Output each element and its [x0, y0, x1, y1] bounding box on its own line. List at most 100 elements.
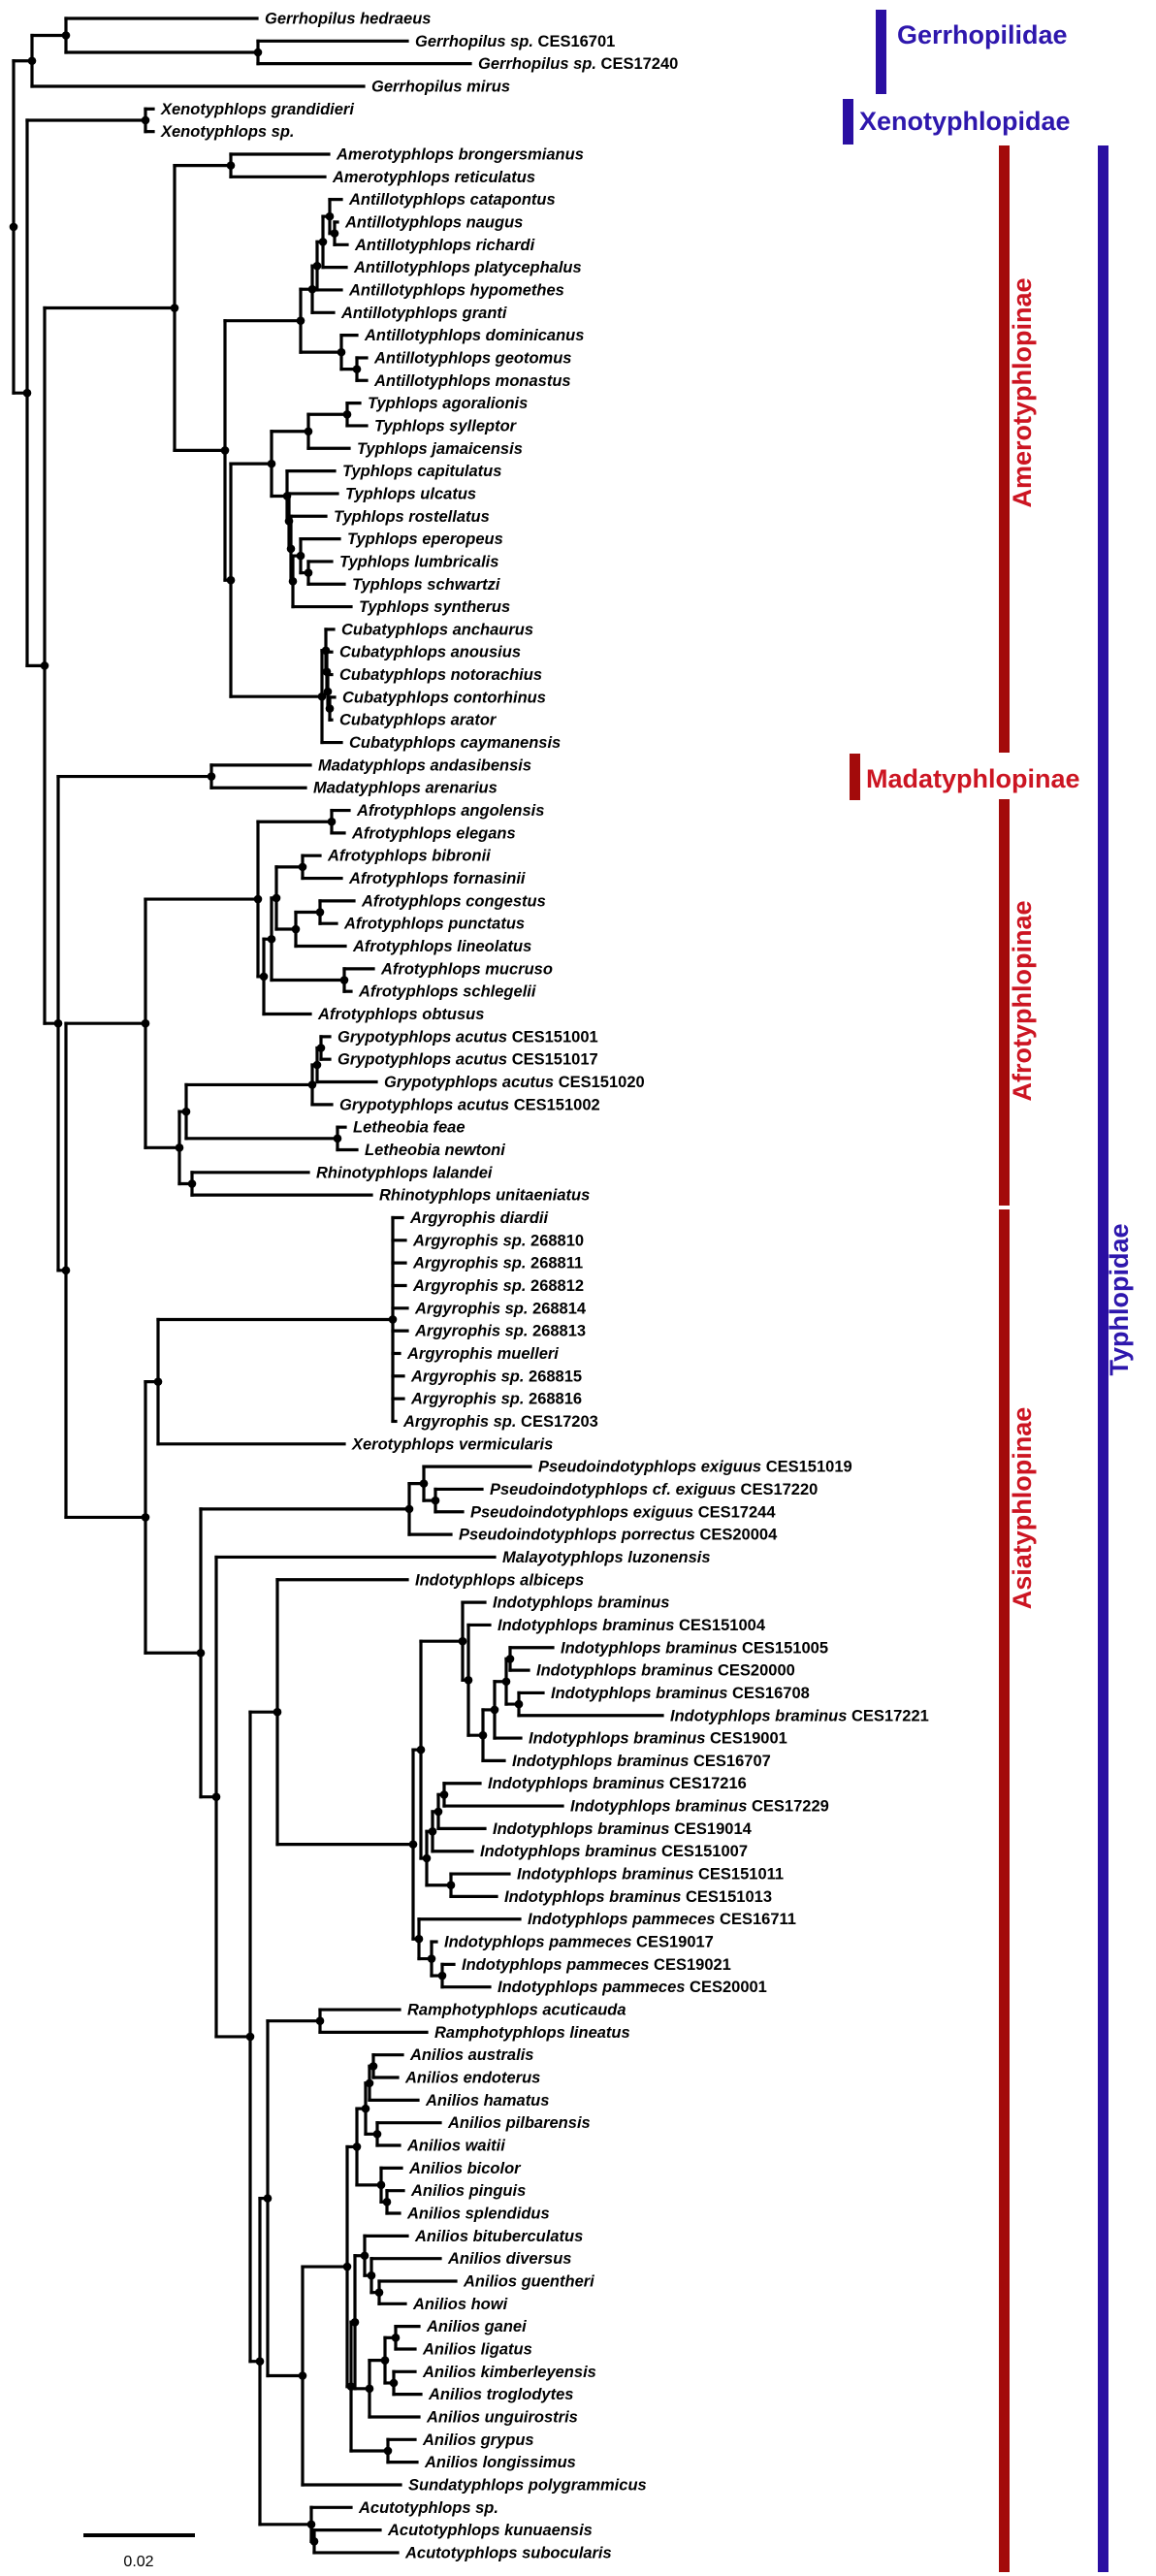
support-node-dot	[181, 1107, 191, 1116]
node-dots	[9, 31, 524, 2546]
taxon-label: Afrotyphlops angolensis	[356, 802, 544, 820]
support-node-dot	[296, 551, 305, 561]
clade-bar-xenotyphlopidae	[843, 99, 853, 145]
support-node-dot	[389, 2378, 399, 2388]
support-node-dot	[327, 817, 337, 826]
taxon-label: Indotyphlops braminus CES151005	[561, 1639, 828, 1657]
support-node-dot	[431, 1496, 440, 1505]
taxon-label: Indotyphlops braminus CES17216	[488, 1775, 747, 1792]
support-node-dot	[298, 862, 307, 872]
support-node-dot	[464, 1675, 473, 1685]
taxon-label: Indotyphlops braminus CES151011	[517, 1866, 784, 1884]
support-node-dot	[315, 2016, 325, 2026]
taxon-label: Anilios kimberleyensis	[422, 2364, 596, 2381]
clade-label-madatyphlopinae: Madatyphlopinae	[866, 764, 1080, 793]
support-node-dot	[315, 908, 325, 917]
support-node-dot	[245, 2032, 255, 2042]
support-node-dot	[422, 1853, 432, 1863]
support-node-dot	[380, 2356, 390, 2365]
support-node-dot	[490, 1705, 499, 1715]
taxon-label: Typhlops ulcatus	[345, 485, 476, 502]
support-node-dot	[259, 972, 269, 982]
support-node-dot	[267, 459, 276, 468]
taxon-label: Indotyphlops braminus CES20000	[536, 1662, 795, 1680]
taxon-label: Grypotyphlops acutus CES151002	[339, 1096, 600, 1113]
support-node-dot	[342, 2262, 352, 2271]
clade-bar-madatyphlopinae	[850, 754, 860, 800]
taxon-label: Antillotyphlops richardi	[354, 237, 535, 254]
support-node-dot	[325, 704, 335, 713]
taxon-label: Cubatyphlops anchaurus	[341, 621, 533, 638]
clade-bar-gerrhopilidae	[876, 10, 886, 94]
taxon-label: Anilios bituberculatus	[414, 2228, 583, 2245]
taxon-label: Typhlops lumbricalis	[339, 553, 498, 570]
clade-bar-amerotyphlopinae	[999, 145, 1010, 753]
support-node-dot	[211, 1792, 221, 1801]
support-node-dot	[27, 56, 37, 66]
taxon-label: Argyrophis sp. 268815	[410, 1368, 582, 1385]
support-node-dot	[304, 427, 313, 436]
taxon-label: Antillotyphlops platycephalus	[353, 259, 582, 276]
taxon-label: Anilios guentheri	[463, 2273, 594, 2291]
taxon-label: Argyrophis diardii	[409, 1209, 549, 1227]
support-node-dot	[226, 161, 236, 170]
support-node-dot	[153, 1377, 163, 1386]
taxon-label: Rhinotyphlops lalandei	[316, 1164, 493, 1181]
taxon-label: Indotyphlops pammeces CES19021	[462, 1956, 731, 1974]
clade-bar-afrotyphlopinae	[999, 799, 1010, 1206]
support-node-dot	[284, 517, 294, 526]
support-node-dot	[317, 692, 327, 701]
taxon-label: Argyrophis sp. 268814	[414, 1300, 587, 1317]
support-node-dot	[414, 1934, 424, 1944]
support-node-dot	[346, 2382, 356, 2391]
taxon-label: Pseudoindotyphlops exiguus CES17244	[470, 1503, 776, 1521]
support-node-dot	[53, 1018, 63, 1028]
support-node-dot	[339, 976, 349, 984]
support-node-dot	[374, 2288, 384, 2297]
taxon-label: Acutotyphlops subocularis	[404, 2544, 612, 2561]
taxon-label: Anilios howi	[412, 2296, 508, 2313]
taxon-label: Ramphotyphlops acuticauda	[407, 2002, 626, 2019]
taxon-label: Indotyphlops braminus CES19001	[529, 1730, 787, 1748]
taxon-label: Argyrophis sp. 268813	[414, 1323, 586, 1340]
taxon-label: Anilios unguirostris	[426, 2408, 578, 2426]
support-node-dot	[427, 1954, 436, 1963]
clade-label-afrotyphlopinae: Afrotyphlopinae	[1008, 901, 1037, 1102]
support-node-dot	[296, 316, 305, 325]
taxon-label: Madatyphlops arenarius	[313, 780, 498, 797]
support-node-dot	[383, 2446, 393, 2456]
support-node-dot	[325, 211, 335, 221]
clade-label-gerrhopilidae: Gerrhopilidae	[897, 20, 1068, 49]
taxon-label: Ramphotyphlops lineatus	[434, 2024, 630, 2042]
support-node-dot	[365, 2384, 374, 2394]
taxon-label: Argyrophis sp. 268812	[412, 1277, 584, 1295]
support-node-dot	[175, 1143, 184, 1152]
taxon-label: Anilios troglodytes	[428, 2386, 573, 2403]
taxon-label: Indotyphlops albiceps	[415, 1571, 584, 1589]
support-node-dot	[306, 2520, 316, 2529]
taxon-label: Afrotyphlops schlegelii	[358, 983, 536, 1001]
taxon-label: Letheobia feae	[353, 1119, 466, 1137]
taxon-label: Typhlops agoralionis	[368, 395, 528, 412]
support-node-dot	[272, 893, 281, 903]
taxon-label: Indotyphlops braminus CES151013	[504, 1888, 772, 1906]
taxon-label: Grypotyphlops acutus CES151017	[337, 1051, 598, 1069]
taxon-label: Xerotyphlops vermicularis	[351, 1435, 553, 1453]
support-node-dot	[382, 2198, 392, 2206]
taxon-label: Argyrophis sp. 268816	[410, 1391, 582, 1408]
support-node-dot	[298, 2371, 307, 2380]
taxon-label: Pseudoindotyphlops porrectus CES20004	[459, 1527, 778, 1544]
support-node-dot	[286, 544, 296, 554]
taxon-label: Afrotyphlops elegans	[351, 824, 516, 842]
taxon-label: Indotyphlops braminus CES19014	[493, 1820, 753, 1838]
taxon-label: Rhinotyphlops unitaeniatus	[379, 1187, 590, 1205]
taxon-label: Acutotyphlops kunuaensis	[387, 2522, 593, 2539]
taxon-label: Typhlops jamaicensis	[357, 440, 523, 458]
support-node-dot	[307, 1080, 317, 1089]
taxon-label: Indotyphlops braminus CES16708	[551, 1685, 810, 1702]
taxon-label: Cubatyphlops anousius	[339, 644, 521, 661]
taxon-label: Grypotyphlops acutus CES151020	[384, 1074, 645, 1091]
taxon-label: Argyrophis sp. CES17203	[402, 1413, 598, 1431]
clade-label-typhlopidae: Typhlopidae	[1105, 1223, 1134, 1375]
clade-label-amerotyphlopinae: Amerotyphlopinae	[1008, 277, 1037, 507]
